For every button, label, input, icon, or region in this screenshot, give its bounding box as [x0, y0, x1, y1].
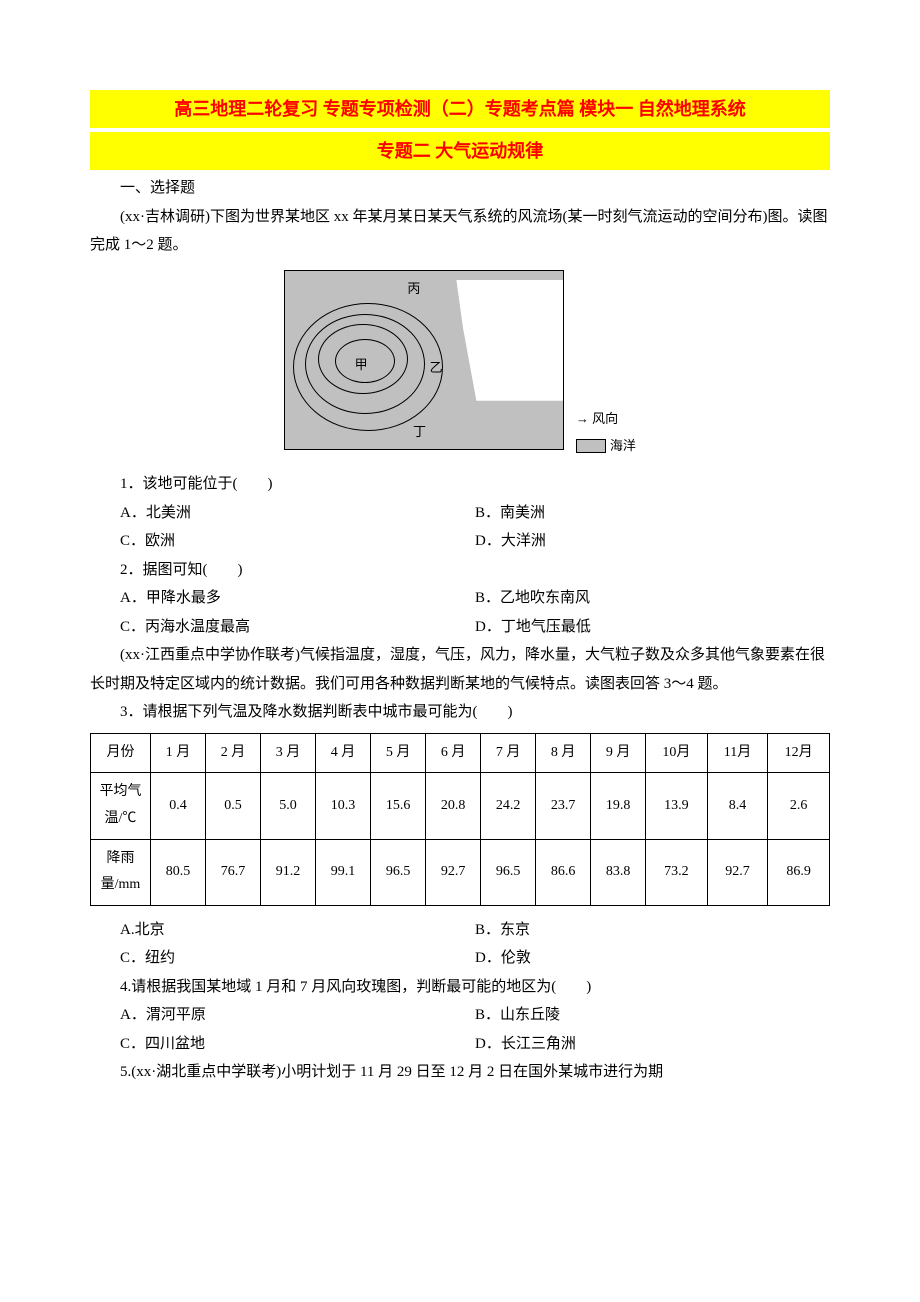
temp-5: 15.6 — [371, 773, 426, 839]
q3-option-b: B．东京 — [475, 916, 830, 945]
label-yi: 乙 — [430, 356, 443, 381]
q4-option-c: C．四川盆地 — [120, 1030, 475, 1059]
diagram-legend: → 风向 海洋 — [576, 405, 636, 460]
col-1: 1 月 — [151, 733, 206, 773]
q5-stem: 5.(xx·湖北重点中学联考)小明计划于 11 月 29 日至 12 月 2 日… — [90, 1058, 830, 1087]
temp-7: 24.2 — [481, 773, 536, 839]
q4-option-b: B．山东丘陵 — [475, 1001, 830, 1030]
table-row-rain: 降雨量/mm 80.5 76.7 91.2 99.1 96.5 92.7 96.… — [91, 839, 830, 905]
q2-stem: 2．据图可知( ) — [90, 556, 830, 585]
q3-stem: 3．请根据下列气温及降水数据判断表中城市最可能为( ) — [90, 698, 830, 727]
q2-option-c: C．丙海水温度最高 — [120, 613, 475, 642]
rain-3: 91.2 — [261, 839, 316, 905]
q1-option-c: C．欧洲 — [120, 527, 475, 556]
rain-11: 92.7 — [707, 839, 768, 905]
col-5: 5 月 — [371, 733, 426, 773]
q4-stem: 4.请根据我国某地域 1 月和 7 月风向玫瑰图，判断最可能的地区为( ) — [90, 973, 830, 1002]
q2-option-d: D．丁地气压最低 — [475, 613, 830, 642]
section-heading: 一、选择题 — [90, 174, 830, 203]
col-7: 7 月 — [481, 733, 536, 773]
temp-3: 5.0 — [261, 773, 316, 839]
col-11: 11月 — [707, 733, 768, 773]
temp-8: 23.7 — [536, 773, 591, 839]
rain-1: 80.5 — [151, 839, 206, 905]
rain-7: 96.5 — [481, 839, 536, 905]
passage-2: (xx·江西重点中学协作联考)气候指温度，湿度，气压，风力，降水量，大气粒子数及… — [90, 641, 830, 698]
q1-stem: 1．该地可能位于( ) — [90, 470, 830, 499]
temp-9: 19.8 — [591, 773, 646, 839]
legend-ocean: 海洋 — [576, 434, 636, 459]
q3-option-c: C．纽约 — [120, 944, 475, 973]
temp-6: 20.8 — [426, 773, 481, 839]
col-8: 8 月 — [536, 733, 591, 773]
legend-ocean-label: 海洋 — [610, 434, 636, 459]
col-month: 月份 — [91, 733, 151, 773]
legend-wind: → 风向 — [576, 407, 636, 432]
q1-option-a: A．北美洲 — [120, 499, 475, 528]
passage-1: (xx·吉林调研)下图为世界某地区 xx 年某月某日某天气系统的风流场(某一时刻… — [90, 203, 830, 260]
row-temp-header: 平均气温/℃ — [91, 773, 151, 839]
col-12: 12月 — [768, 733, 830, 773]
col-3: 3 月 — [261, 733, 316, 773]
label-jia: 甲 — [355, 353, 368, 378]
temp-4: 10.3 — [316, 773, 371, 839]
temp-1: 0.4 — [151, 773, 206, 839]
rain-10: 73.2 — [646, 839, 708, 905]
wind-diagram-figure: 丙 甲 乙 丁 → 风向 海洋 — [90, 270, 830, 461]
title-line-1: 高三地理二轮复习 专题专项检测（二）专题考点篇 模块一 自然地理系统 — [90, 90, 830, 128]
table-row-temp: 平均气温/℃ 0.4 0.5 5.0 10.3 15.6 20.8 24.2 2… — [91, 773, 830, 839]
col-2: 2 月 — [206, 733, 261, 773]
rain-6: 92.7 — [426, 839, 481, 905]
temp-11: 8.4 — [707, 773, 768, 839]
label-bing: 丙 — [407, 277, 420, 302]
table-header-row: 月份 1 月 2 月 3 月 4 月 5 月 6 月 7 月 8 月 9 月 1… — [91, 733, 830, 773]
rain-8: 86.6 — [536, 839, 591, 905]
label-ding: 丁 — [413, 420, 426, 445]
legend-wind-label: → 风向 — [576, 407, 618, 432]
rain-9: 83.8 — [591, 839, 646, 905]
q3-option-a: A.北京 — [120, 916, 475, 945]
temp-10: 13.9 — [646, 773, 708, 839]
col-10: 10月 — [646, 733, 708, 773]
rain-2: 76.7 — [206, 839, 261, 905]
temp-12: 2.6 — [768, 773, 830, 839]
q3-option-d: D．伦敦 — [475, 944, 830, 973]
rain-12: 86.9 — [768, 839, 830, 905]
q1-option-b: B．南美洲 — [475, 499, 830, 528]
rain-4: 99.1 — [316, 839, 371, 905]
rain-5: 96.5 — [371, 839, 426, 905]
temp-2: 0.5 — [206, 773, 261, 839]
wind-diagram-box: 丙 甲 乙 丁 — [284, 270, 564, 450]
climate-table: 月份 1 月 2 月 3 月 4 月 5 月 6 月 7 月 8 月 9 月 1… — [90, 733, 830, 906]
row-rain-header: 降雨量/mm — [91, 839, 151, 905]
ocean-region — [430, 280, 563, 401]
col-9: 9 月 — [591, 733, 646, 773]
q2-option-b: B．乙地吹东南风 — [475, 584, 830, 613]
col-4: 4 月 — [316, 733, 371, 773]
title-line-2: 专题二 大气运动规律 — [90, 132, 830, 170]
q4-option-a: A．渭河平原 — [120, 1001, 475, 1030]
col-6: 6 月 — [426, 733, 481, 773]
q4-option-d: D．长江三角洲 — [475, 1030, 830, 1059]
q1-option-d: D．大洋洲 — [475, 527, 830, 556]
q2-option-a: A．甲降水最多 — [120, 584, 475, 613]
legend-ocean-swatch — [576, 439, 606, 453]
